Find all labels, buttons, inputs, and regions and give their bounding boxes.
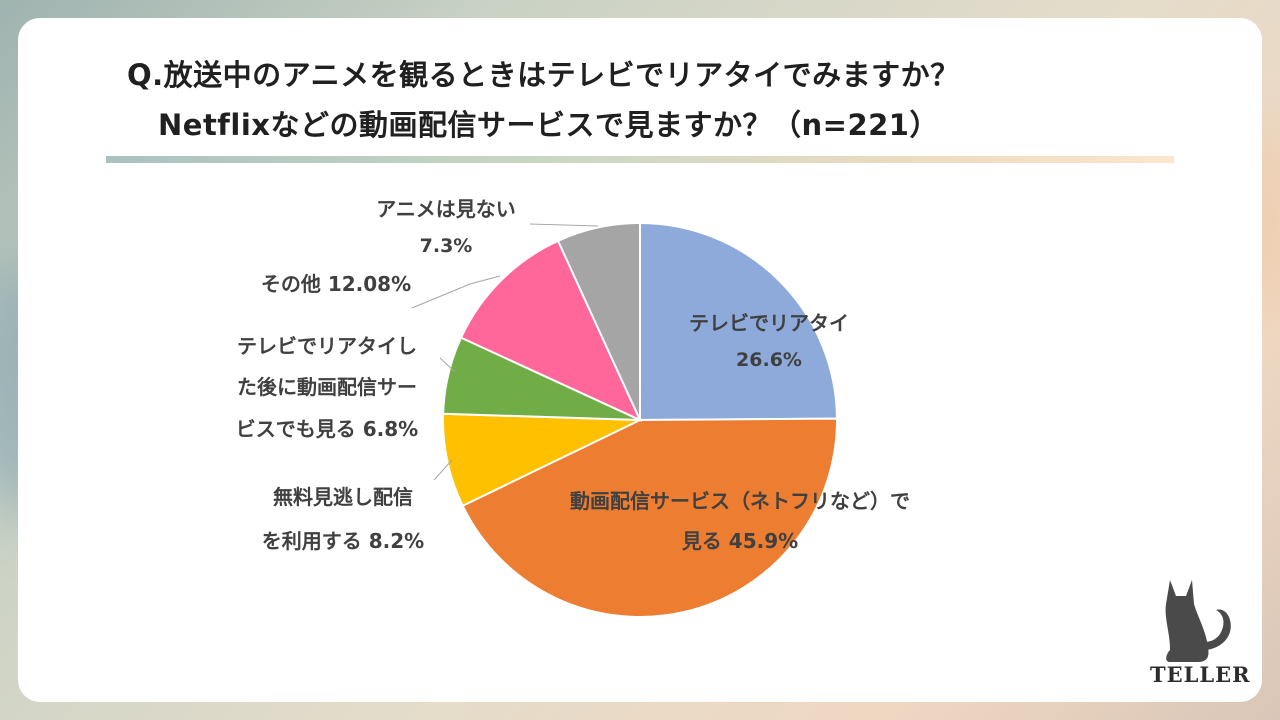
- pie-slice-other: [459, 239, 643, 423]
- pie-slice-streaming: [461, 417, 839, 619]
- label-tv-realtime-value: 26.6%: [736, 349, 802, 371]
- pie-slice-no-anime: [556, 221, 641, 421]
- label-no-anime-name: アニメは見ない: [376, 197, 516, 221]
- label-streaming-value: 見る 45.9%: [682, 529, 798, 553]
- label-both-line3: ビスでも見る 6.8%: [236, 417, 418, 441]
- title-line-2: Netflixなどの動画配信サービスで見ますか？（n=221）: [158, 108, 939, 142]
- chart-title: Q.放送中のアニメを観るときはテレビでリアタイでみますか？ Netflixなどの…: [0, 0, 1280, 160]
- title-line-1: Q.放送中のアニメを観るときはテレビでリアタイでみますか？: [127, 58, 960, 92]
- brand-logo-text: TELLER: [1150, 662, 1251, 687]
- label-other: その他 12.08%: [261, 272, 411, 296]
- leader-line-both: [439, 357, 456, 373]
- label-both-line1: テレビでリアタイし: [237, 334, 417, 358]
- label-no-anime-value: 7.3%: [420, 235, 473, 257]
- title-divider: [106, 156, 1174, 163]
- leader-line-other: [411, 275, 501, 309]
- pie-slice-free-catchup: [442, 412, 641, 508]
- label-streaming-name: 動画配信サービス（ネトフリなど）で: [570, 489, 910, 513]
- pie-slice-tv-realtime: [639, 221, 839, 422]
- leader-line-free-catchup: [433, 459, 453, 481]
- leader-line-no-anime: [529, 223, 599, 227]
- label-tv-realtime-name: テレビでリアタイ: [689, 311, 849, 335]
- label-free-catchup-line2: を利用する 8.2%: [262, 529, 424, 553]
- cat-icon: [1165, 580, 1231, 662]
- label-both-line2: た後に動画配信サー: [237, 375, 417, 399]
- label-free-catchup-line1: 無料見逃し配信: [273, 485, 413, 509]
